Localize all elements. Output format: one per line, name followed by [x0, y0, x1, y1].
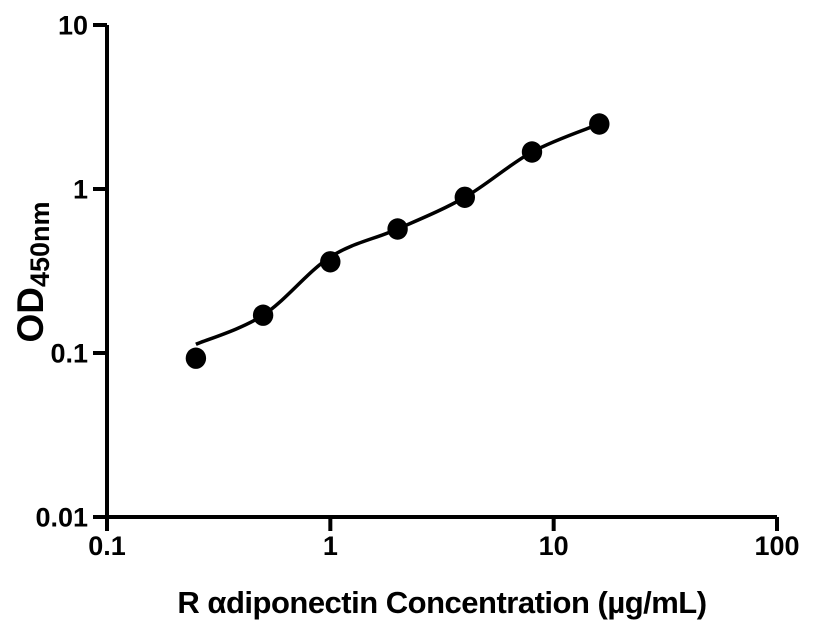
y-axis-title-main: OD — [10, 287, 51, 343]
x-tick-label: 1 — [323, 531, 338, 561]
data-point — [252, 304, 274, 326]
x-axis-title: R αdiponectin Concentration (µg/mL) — [177, 585, 707, 620]
y-axis-title: OD450nm — [10, 201, 55, 343]
data-point — [454, 186, 475, 208]
data-point — [387, 218, 408, 240]
y-tick-label: 0.1 — [50, 339, 88, 369]
x-tick-label: 100 — [754, 531, 799, 561]
x-tick-label: 0.1 — [88, 531, 126, 561]
data-point — [185, 347, 207, 369]
y-axis-title-subscript: 450nm — [24, 201, 55, 288]
y-tick-label: 1 — [73, 175, 88, 205]
data-point — [521, 141, 543, 163]
data-point — [320, 251, 341, 273]
y-tick-label: 0.01 — [35, 503, 88, 533]
x-tick-label: 10 — [539, 531, 569, 561]
data-point — [589, 113, 610, 135]
y-tick-label: 10 — [58, 11, 88, 41]
axis-spine — [105, 25, 777, 519]
